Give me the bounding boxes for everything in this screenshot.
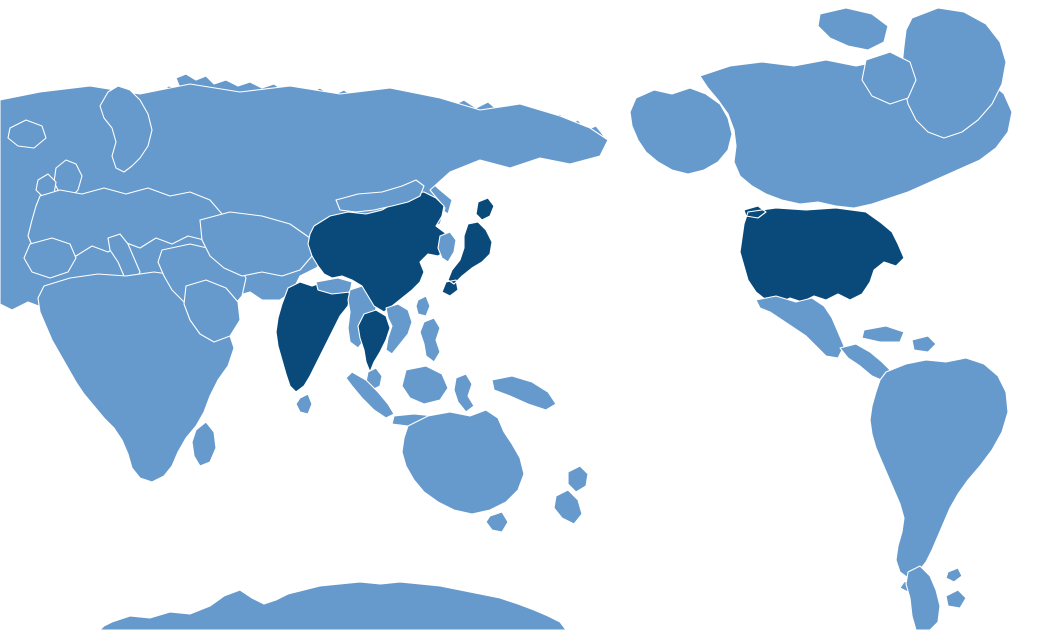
region-iceland [8,120,46,148]
region-philippines [420,318,440,362]
region-group-antarctica [100,566,966,630]
region-japan [442,198,494,296]
region-sulawesi [454,374,474,412]
region-british-isles [54,160,82,198]
region-arabian-peninsula [184,280,240,342]
region-united-states [740,206,904,304]
region-antarctic-peninsula [906,566,940,630]
region-korea [438,232,456,262]
region-taiwan [416,296,430,316]
region-alaska [630,88,732,174]
region-new-zealand-south [554,490,582,524]
region-scandinavia [100,86,152,172]
region-canadian-arctic [818,8,888,50]
region-madagascar [192,422,216,466]
region-hispaniola [912,336,936,352]
region-indochina [386,304,412,354]
region-cuba [862,326,904,342]
region-borneo [402,366,448,404]
region-antarctica [100,582,566,630]
region-south-america [870,358,1008,578]
region-falkland-islands [946,568,962,582]
region-sumatra [346,372,394,418]
region-sri-lanka [296,394,312,414]
region-thailand [358,310,390,372]
region-baffin-island [862,52,916,104]
region-antarctic-islands [946,590,966,608]
region-australia [402,410,524,514]
region-mexico [756,296,844,358]
region-papua-new-guinea [492,376,556,410]
region-central-asia [200,212,312,276]
region-group-eurasia-africa [0,74,608,532]
region-tasmania [486,512,508,532]
region-new-zealand-north [568,466,588,492]
region-iberia [24,238,76,278]
region-mongolia [336,180,424,212]
